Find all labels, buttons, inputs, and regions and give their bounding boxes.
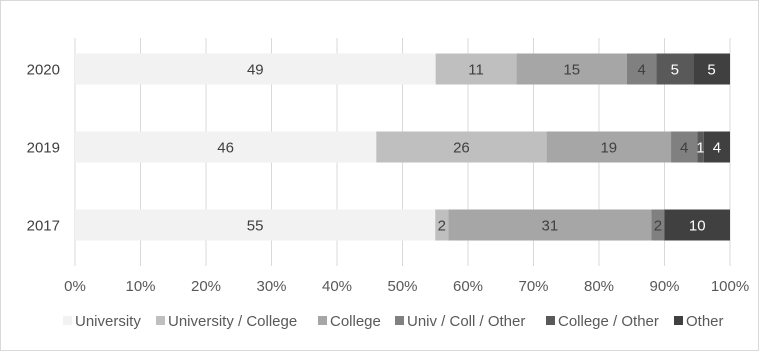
bar-segment xyxy=(697,131,704,163)
bar-segment xyxy=(75,131,377,163)
x-tick-label: 0% xyxy=(64,278,86,295)
data-label: 19 xyxy=(600,140,617,157)
legend-swatch xyxy=(318,316,327,325)
data-label: 15 xyxy=(563,62,580,79)
bar-segment xyxy=(671,131,698,163)
data-label: 31 xyxy=(542,218,559,235)
bar-segment xyxy=(546,131,672,163)
legend-label: University xyxy=(75,313,141,330)
x-tick-label: 70% xyxy=(518,278,548,295)
bar-segment xyxy=(516,53,627,85)
category-label: 2019 xyxy=(27,140,60,157)
data-label: 2 xyxy=(438,218,446,235)
legend-swatch xyxy=(63,316,72,325)
x-tick-label: 80% xyxy=(584,278,614,295)
bar-segment xyxy=(651,209,665,241)
data-label: 10 xyxy=(689,218,706,235)
x-tick-label: 20% xyxy=(191,278,221,295)
x-tick-label: 10% xyxy=(125,278,155,295)
legend-label: College xyxy=(330,313,381,330)
bar-segment xyxy=(435,53,517,85)
data-label: 26 xyxy=(453,140,470,157)
legend-label: Other xyxy=(686,313,724,330)
data-label: 5 xyxy=(707,62,715,79)
bar-segment xyxy=(435,209,449,241)
data-label: 4 xyxy=(638,62,646,79)
bar-segment xyxy=(693,53,730,85)
legend-swatch xyxy=(674,316,683,325)
data-label: 49 xyxy=(247,62,264,79)
bar-segment xyxy=(626,53,657,85)
data-label: 2 xyxy=(654,218,662,235)
bar-segment xyxy=(703,131,730,163)
legend-label: Univ / Coll / Other xyxy=(407,313,525,330)
bar-segment xyxy=(75,53,436,85)
x-tick-label: 50% xyxy=(387,278,417,295)
legend-label: College / Other xyxy=(558,313,659,330)
data-label: 46 xyxy=(217,140,234,157)
legend-swatch xyxy=(395,316,404,325)
data-label: 5 xyxy=(671,62,679,79)
x-tick-label: 40% xyxy=(322,278,352,295)
legend-swatch xyxy=(546,316,555,325)
data-label: 11 xyxy=(468,62,484,79)
data-label: 1 xyxy=(696,140,704,157)
x-tick-label: 90% xyxy=(649,278,679,295)
bar-segment xyxy=(448,209,652,241)
bar-segment xyxy=(656,53,694,85)
bar-segment xyxy=(664,209,730,241)
data-label: 4 xyxy=(713,140,721,157)
category-label: 2020 xyxy=(27,62,60,79)
x-tick-label: 30% xyxy=(256,278,286,295)
data-label: 55 xyxy=(247,218,264,235)
legend-label: University / College xyxy=(168,313,297,330)
x-tick-label: 100% xyxy=(711,278,749,295)
category-label: 2017 xyxy=(27,218,60,235)
data-label: 4 xyxy=(680,140,688,157)
bar-segment xyxy=(75,209,436,241)
bar-segment xyxy=(376,131,547,163)
x-tick-label: 60% xyxy=(453,278,483,295)
legend-swatch xyxy=(156,316,165,325)
